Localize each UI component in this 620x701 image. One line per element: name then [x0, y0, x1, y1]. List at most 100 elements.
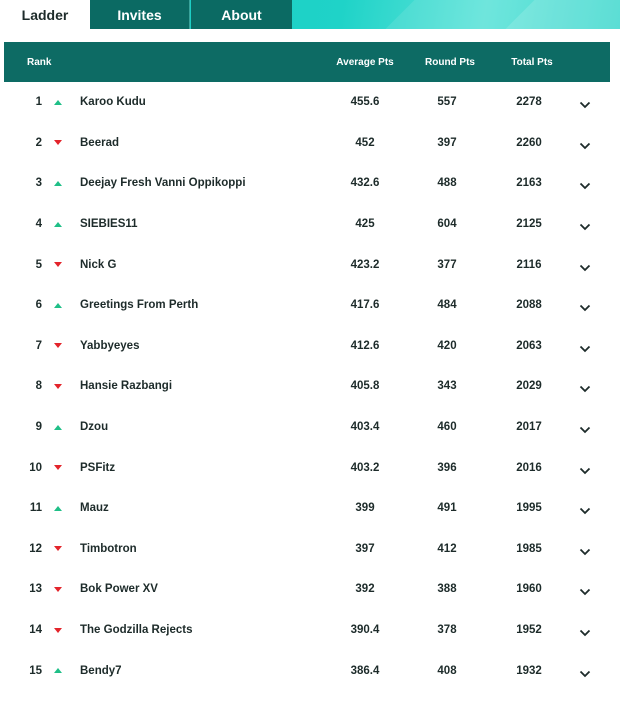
- table-row[interactable]: 15 Bendy7 386.4 408 1932: [4, 650, 610, 691]
- team-name: Yabbyeyes: [80, 339, 140, 352]
- chevron-down-icon[interactable]: [576, 569, 594, 610]
- total-pts: 2063: [516, 339, 542, 352]
- table-row[interactable]: 4 SIEBIES11 425 604 2125: [4, 204, 610, 245]
- rank-number: 1: [35, 96, 42, 109]
- round-pts: 491: [437, 502, 457, 515]
- rank-number: 14: [29, 624, 42, 637]
- team-name: Greetings From Perth: [80, 299, 199, 312]
- chevron-down-icon[interactable]: [576, 285, 594, 326]
- team-name: Beerad: [80, 136, 119, 149]
- tab-invites[interactable]: Invites: [90, 0, 190, 29]
- total-pts: 1932: [516, 664, 542, 677]
- chevron-down-icon[interactable]: [576, 82, 594, 123]
- total-pts: 2260: [516, 136, 542, 149]
- column-header-total-pts: Total Pts: [511, 56, 553, 68]
- table-row[interactable]: 11 Mauz 399 491 1995: [4, 488, 610, 529]
- chevron-down-icon[interactable]: [576, 447, 594, 488]
- rank-number: 8: [35, 380, 42, 393]
- round-pts: 420: [437, 339, 457, 352]
- table-row[interactable]: 10 PSFitz 403.2 396 2016: [4, 447, 610, 488]
- table-row[interactable]: 14 The Godzilla Rejects 390.4 378 1952: [4, 610, 610, 651]
- round-pts: 397: [437, 136, 457, 149]
- average-pts: 405.8: [350, 380, 380, 393]
- average-pts: 403.2: [350, 461, 380, 474]
- trend-up-icon: [52, 488, 64, 529]
- team-name: PSFitz: [80, 461, 116, 474]
- chevron-down-icon[interactable]: [576, 488, 594, 529]
- total-pts: 1995: [516, 502, 542, 515]
- table-row[interactable]: 9 Dzou 403.4 460 2017: [4, 407, 610, 448]
- average-pts: 392: [355, 583, 375, 596]
- round-pts: 388: [437, 583, 457, 596]
- rank-number: 9: [35, 421, 42, 434]
- trend-up-icon: [52, 285, 64, 326]
- chevron-down-icon[interactable]: [576, 529, 594, 570]
- rank-number: 3: [35, 177, 42, 190]
- rank-number: 12: [29, 542, 42, 555]
- chevron-down-icon[interactable]: [576, 610, 594, 651]
- table-body: 1 Karoo Kudu 455.6 557 2278 2 Beerad 452 397 2260…: [4, 82, 610, 691]
- total-pts: 1985: [516, 542, 542, 555]
- total-pts: 1952: [516, 624, 542, 637]
- average-pts: 455.6: [350, 96, 380, 109]
- table-row[interactable]: 3 Deejay Fresh Vanni Oppikoppi 432.6 488 216…: [4, 163, 610, 204]
- table-row[interactable]: 13 Bok Power XV 392 388 1960: [4, 569, 610, 610]
- tab-about[interactable]: About: [191, 0, 292, 29]
- column-header-rank: Rank: [27, 56, 52, 68]
- rank-number: 5: [35, 258, 42, 271]
- table-row[interactable]: 12 Timbotron 397 412 1985: [4, 529, 610, 570]
- team-name: Bok Power XV: [80, 583, 158, 596]
- rank-number: 6: [35, 299, 42, 312]
- round-pts: 488: [437, 177, 457, 190]
- trend-down-icon: [52, 123, 64, 164]
- team-name: Timbotron: [80, 542, 137, 555]
- total-pts: 2278: [516, 96, 542, 109]
- table-row[interactable]: 1 Karoo Kudu 455.6 557 2278: [4, 82, 610, 123]
- total-pts: 1960: [516, 583, 542, 596]
- average-pts: 397: [355, 542, 375, 555]
- ladder-table: Rank Average Pts Round Pts Total Pts 1 Ka…: [4, 42, 610, 691]
- table-row[interactable]: 7 Yabbyeyes 412.6 420 2063: [4, 326, 610, 367]
- table-header: Rank Average Pts Round Pts Total Pts: [4, 42, 610, 82]
- total-pts: 2088: [516, 299, 542, 312]
- chevron-down-icon[interactable]: [576, 123, 594, 164]
- average-pts: 423.2: [350, 258, 380, 271]
- rank-number: 13: [29, 583, 42, 596]
- table-row[interactable]: 5 Nick G 423.2 377 2116: [4, 244, 610, 285]
- round-pts: 412: [437, 542, 457, 555]
- trend-down-icon: [52, 326, 64, 367]
- team-name: Karoo Kudu: [80, 96, 146, 109]
- trend-up-icon: [52, 82, 64, 123]
- chevron-down-icon[interactable]: [576, 650, 594, 691]
- chevron-down-icon[interactable]: [576, 163, 594, 204]
- chevron-down-icon[interactable]: [576, 204, 594, 245]
- round-pts: 378: [437, 624, 457, 637]
- tab-ladder[interactable]: Ladder: [0, 0, 90, 29]
- round-pts: 484: [437, 299, 457, 312]
- round-pts: 460: [437, 421, 457, 434]
- round-pts: 396: [437, 461, 457, 474]
- average-pts: 403.4: [350, 421, 380, 434]
- trend-up-icon: [52, 650, 64, 691]
- total-pts: 2116: [516, 258, 542, 271]
- team-name: Dzou: [80, 421, 109, 434]
- round-pts: 343: [437, 380, 457, 393]
- table-row[interactable]: 2 Beerad 452 397 2260: [4, 123, 610, 164]
- table-row[interactable]: 8 Hansie Razbangi 405.8 343 2029: [4, 366, 610, 407]
- trend-up-icon: [52, 407, 64, 448]
- trend-down-icon: [52, 366, 64, 407]
- team-name: SIEBIES11: [80, 218, 138, 231]
- average-pts: 417.6: [350, 299, 380, 312]
- total-pts: 2163: [516, 177, 542, 190]
- round-pts: 408: [437, 664, 457, 677]
- trend-down-icon: [52, 529, 64, 570]
- table-row[interactable]: 6 Greetings From Perth 417.6 484 2088: [4, 285, 610, 326]
- chevron-down-icon[interactable]: [576, 366, 594, 407]
- team-name: Bendy7: [80, 664, 122, 677]
- chevron-down-icon[interactable]: [576, 326, 594, 367]
- tab-bar: Ladder Invites About: [0, 0, 620, 29]
- chevron-down-icon[interactable]: [576, 244, 594, 285]
- average-pts: 425: [355, 218, 375, 231]
- chevron-down-icon[interactable]: [576, 407, 594, 448]
- rank-number: 15: [29, 664, 42, 677]
